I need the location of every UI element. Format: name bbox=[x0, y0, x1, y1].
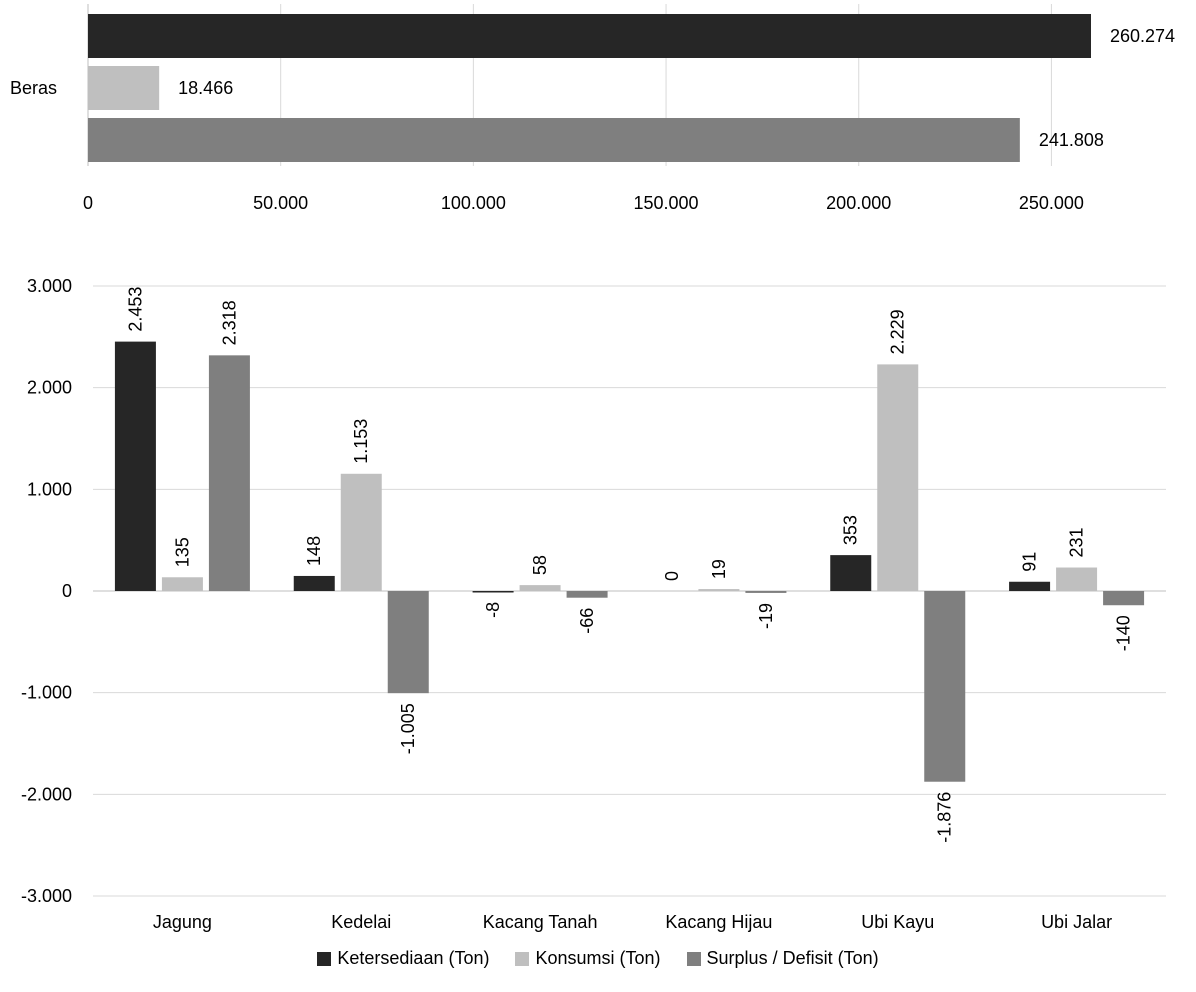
legend-swatch-surplus-defisit bbox=[686, 951, 701, 966]
category-label-kedelai: Kedelai bbox=[331, 912, 391, 932]
bar-ubi-kayu-surplus-defisit-ton bbox=[924, 591, 966, 782]
data-label-jagung-konsumsi-ton: 135 bbox=[172, 537, 192, 567]
vertical-bar-chart-palawija: 3.000 2.000 1.000 0 -1.000 -2.000 -3.000 2.453 1… bbox=[21, 276, 1166, 932]
data-label-kacang-hijau-ketersediaan-ton: 0 bbox=[662, 571, 682, 581]
legend-item-surplus-defisit: Surplus / Defisit (Ton) bbox=[686, 948, 879, 969]
bar-kacang-tanah-konsumsi-ton bbox=[519, 585, 561, 591]
category-label-kacang-hijau: Kacang Hijau bbox=[665, 912, 772, 932]
data-label-beras-ketersediaan-ton: 260.274 bbox=[1110, 26, 1175, 46]
bar-ubi-kayu-ketersediaan-ton bbox=[830, 555, 872, 591]
bar-kedelai-konsumsi-ton bbox=[340, 473, 382, 591]
legend-label-konsumsi: Konsumsi (Ton) bbox=[535, 948, 661, 968]
bar-ubi-kayu-konsumsi-ton bbox=[877, 364, 919, 591]
bar-kacang-tanah-surplus-defisit-ton bbox=[566, 591, 608, 598]
legend-label-surplus-defisit: Surplus / Defisit (Ton) bbox=[706, 948, 879, 968]
y-tick-label: 0 bbox=[62, 581, 72, 601]
data-label-ubi-jalar-surplus-defisit-ton: -140 bbox=[1114, 615, 1134, 651]
horizontal-bar-chart-beras: 260.274 18.466 241.808 Beras 0 50.000 100.000 1… bbox=[10, 4, 1175, 213]
x-tick-label: 200.000 bbox=[826, 193, 891, 213]
data-label-kacang-tanah-surplus-defisit-ton: -66 bbox=[577, 608, 597, 634]
data-label-kacang-tanah-konsumsi-ton: 58 bbox=[530, 555, 550, 575]
data-label-kedelai-konsumsi-ton: 1.153 bbox=[351, 419, 371, 464]
y-tick-label: 2.000 bbox=[27, 378, 72, 398]
bar-beras-ketersediaan-ton bbox=[88, 14, 1091, 58]
data-label-kedelai-ketersediaan-ton: 148 bbox=[304, 536, 324, 566]
bar-kacang-hijau-konsumsi-ton bbox=[698, 589, 740, 591]
legend-item-ketersediaan: Ketersediaan (Ton) bbox=[317, 948, 489, 969]
data-label-ubi-jalar-konsumsi-ton: 231 bbox=[1067, 527, 1087, 557]
data-label-ubi-kayu-ketersediaan-ton: 353 bbox=[841, 515, 861, 545]
data-label-beras-konsumsi-ton: 18.466 bbox=[178, 78, 233, 98]
legend-swatch-ketersediaan bbox=[317, 951, 332, 966]
data-label-kacang-hijau-konsumsi-ton: 19 bbox=[709, 559, 729, 579]
y-tick-label: 3.000 bbox=[27, 276, 72, 296]
y-tick-label: 1.000 bbox=[27, 479, 72, 499]
data-label-ubi-kayu-surplus-defisit-ton: -1.876 bbox=[935, 792, 955, 843]
x-tick-label: 150.000 bbox=[634, 193, 699, 213]
bar-jagung-surplus-defisit-ton bbox=[208, 355, 250, 591]
data-label-jagung-surplus-defisit-ton: 2.318 bbox=[219, 300, 239, 345]
data-label-beras-surplus-defisit-ton: 241.808 bbox=[1039, 130, 1104, 150]
bar-kacang-tanah-ketersediaan-ton bbox=[472, 591, 514, 593]
legend-label-ketersediaan: Ketersediaan (Ton) bbox=[337, 948, 490, 968]
bar-ubi-jalar-ketersediaan-ton bbox=[1009, 581, 1051, 591]
x-tick-label: 250.000 bbox=[1019, 193, 1084, 213]
legend-swatch-konsumsi bbox=[515, 951, 530, 966]
bar-kacang-hijau-surplus-defisit-ton bbox=[745, 591, 787, 593]
data-label-kedelai-surplus-defisit-ton: -1.005 bbox=[398, 703, 418, 754]
bar-kedelai-surplus-defisit-ton bbox=[387, 591, 429, 694]
bar-jagung-konsumsi-ton bbox=[161, 577, 203, 591]
x-tick-label: 100.000 bbox=[441, 193, 506, 213]
y-tick-label: -3.000 bbox=[21, 886, 72, 906]
data-label-ubi-kayu-konsumsi-ton: 2.229 bbox=[888, 309, 908, 354]
legend-item-konsumsi: Konsumsi (Ton) bbox=[515, 948, 661, 969]
data-label-ubi-jalar-ketersediaan-ton: 91 bbox=[1020, 552, 1040, 572]
y-tick-label: -2.000 bbox=[21, 784, 72, 804]
bar-ubi-jalar-konsumsi-ton bbox=[1056, 567, 1098, 591]
data-label-kacang-hijau-surplus-defisit-ton: -19 bbox=[756, 603, 776, 629]
data-label-kacang-tanah-ketersediaan-ton: -8 bbox=[483, 602, 503, 618]
x-tick-label: 0 bbox=[83, 193, 93, 213]
x-tick-label: 50.000 bbox=[253, 193, 308, 213]
bar-kedelai-ketersediaan-ton bbox=[293, 575, 335, 591]
bar-jagung-ketersediaan-ton bbox=[114, 341, 156, 591]
bar-beras-surplus-defisit-ton bbox=[88, 118, 1020, 162]
category-label-beras: Beras bbox=[10, 78, 57, 98]
bar-beras-konsumsi-ton bbox=[88, 66, 160, 110]
category-label-kacang-tanah: Kacang Tanah bbox=[483, 912, 598, 932]
category-label-jagung: Jagung bbox=[153, 912, 212, 932]
data-label-jagung-ketersediaan-ton: 2.453 bbox=[125, 287, 145, 332]
y-tick-label: -1.000 bbox=[21, 683, 72, 703]
chart-legend: Ketersediaan (Ton) Konsumsi (Ton) Surplu… bbox=[0, 948, 1196, 969]
bar-ubi-jalar-surplus-defisit-ton bbox=[1103, 591, 1145, 606]
category-label-ubi-jalar: Ubi Jalar bbox=[1041, 912, 1112, 932]
category-label-ubi-kayu: Ubi Kayu bbox=[861, 912, 934, 932]
